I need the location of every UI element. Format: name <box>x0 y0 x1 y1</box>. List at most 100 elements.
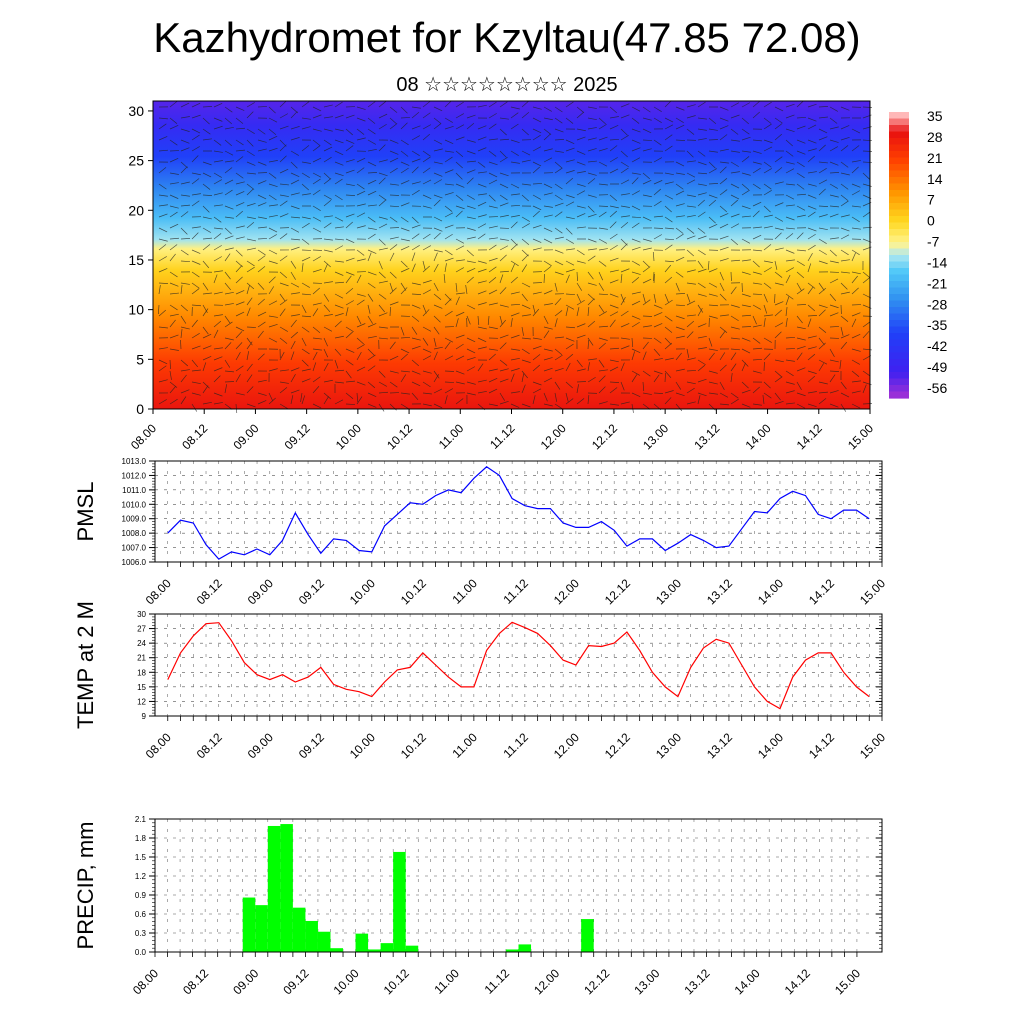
x-tick-label: 13.12 <box>691 421 722 452</box>
wind-barb <box>796 381 802 390</box>
wind-barb <box>257 298 265 306</box>
wind-barb <box>356 212 366 218</box>
wind-barb <box>730 373 733 383</box>
wind-barb <box>785 103 795 108</box>
wind-barb <box>499 400 509 405</box>
wind-barb <box>389 301 399 306</box>
wind-barb <box>290 227 300 233</box>
wind-barb <box>455 194 464 201</box>
page-subtitle: 08 ☆☆☆☆☆☆☆☆ 2025 <box>396 74 618 96</box>
wind-barb <box>730 194 740 200</box>
wind-barb <box>235 365 244 372</box>
x-tick-label: 14.12 <box>806 730 837 761</box>
wind-barb <box>664 299 673 306</box>
colorbar-label: 28 <box>927 129 943 145</box>
wind-barb <box>180 227 188 235</box>
wind-barb <box>829 304 839 309</box>
wind-barb <box>268 128 277 135</box>
wind-barb <box>708 392 718 395</box>
wind-barb <box>477 363 484 372</box>
wind-barb <box>851 190 861 196</box>
wind-barb <box>444 150 454 153</box>
wind-barb <box>235 351 241 361</box>
wind-barb <box>499 194 508 201</box>
wind-barb <box>433 282 439 292</box>
wind-barb <box>422 101 431 108</box>
wind-barb <box>642 293 646 303</box>
wind-barb <box>829 126 839 130</box>
wind-barb <box>477 326 487 330</box>
wind-barb <box>510 276 518 284</box>
wind-barb <box>598 238 608 244</box>
series-line <box>167 621 870 710</box>
wind-barb <box>422 245 432 251</box>
page-title: Kazhydromet for Kzyltau(47.85 72.08) <box>153 14 861 61</box>
wind-barb <box>774 167 783 174</box>
wind-barb <box>730 337 740 340</box>
wind-barb <box>433 232 441 240</box>
y-tick-label: 9 <box>142 712 147 721</box>
wind-barb <box>774 123 783 130</box>
wind-barb <box>367 315 373 324</box>
wind-barb <box>158 227 168 233</box>
wind-barb <box>334 335 344 339</box>
wind-barb <box>807 124 817 130</box>
wind-barb <box>444 249 453 256</box>
x-tick-label: 13.00 <box>653 576 684 607</box>
y-tick-label: 0.3 <box>135 929 147 938</box>
wind-barb <box>411 150 420 157</box>
wind-barb <box>488 150 497 157</box>
wind-barb <box>587 160 597 163</box>
wind-barb <box>840 145 849 152</box>
wind-barb <box>367 282 376 289</box>
wind-barb <box>191 114 201 119</box>
wind-barb <box>620 150 628 158</box>
wind-barb <box>741 156 750 163</box>
wind-barb <box>653 374 660 383</box>
wind-barb <box>356 183 365 190</box>
wind-barb <box>488 101 497 108</box>
wind-barb <box>279 293 286 302</box>
wind-barb <box>356 157 366 163</box>
wind-barb <box>620 401 630 405</box>
colorbar-swatch <box>889 170 909 178</box>
wind-barb <box>664 227 674 230</box>
wind-barb <box>840 214 850 218</box>
wind-barb <box>158 268 168 273</box>
wind-barb <box>158 347 168 350</box>
wind-barb <box>653 271 655 282</box>
wind-barb <box>785 259 795 262</box>
wind-barb <box>686 348 690 358</box>
wind-barb <box>598 227 608 230</box>
wind-barb <box>840 291 850 295</box>
wind-barb <box>345 348 355 353</box>
wind-barb <box>433 123 442 130</box>
wind-barb <box>664 372 666 383</box>
wind-barb <box>323 326 333 332</box>
wind-barb <box>246 326 257 328</box>
wind-barb <box>565 201 575 207</box>
precip-bar <box>267 825 281 952</box>
wind-barb <box>785 402 795 405</box>
wind-barb <box>180 374 187 383</box>
wind-barb <box>301 256 311 262</box>
wind-barb <box>554 227 563 234</box>
wind-barb <box>521 150 531 156</box>
wind-barb <box>389 117 397 125</box>
wind-barb <box>290 292 300 295</box>
wind-barb <box>246 297 253 306</box>
wind-barb <box>807 148 817 152</box>
wind-barb <box>477 193 487 196</box>
wind-barb <box>565 170 575 174</box>
wind-barb <box>169 313 179 317</box>
wind-barb <box>389 194 400 196</box>
wind-barb <box>807 375 816 383</box>
wind-barb <box>477 147 487 152</box>
wind-barb <box>763 267 772 273</box>
wind-barb <box>213 233 222 240</box>
wind-barb <box>433 403 443 409</box>
wind-barb <box>521 216 530 222</box>
wind-barb <box>224 106 233 113</box>
wind-barb <box>466 267 476 273</box>
wind-barb <box>411 282 421 286</box>
